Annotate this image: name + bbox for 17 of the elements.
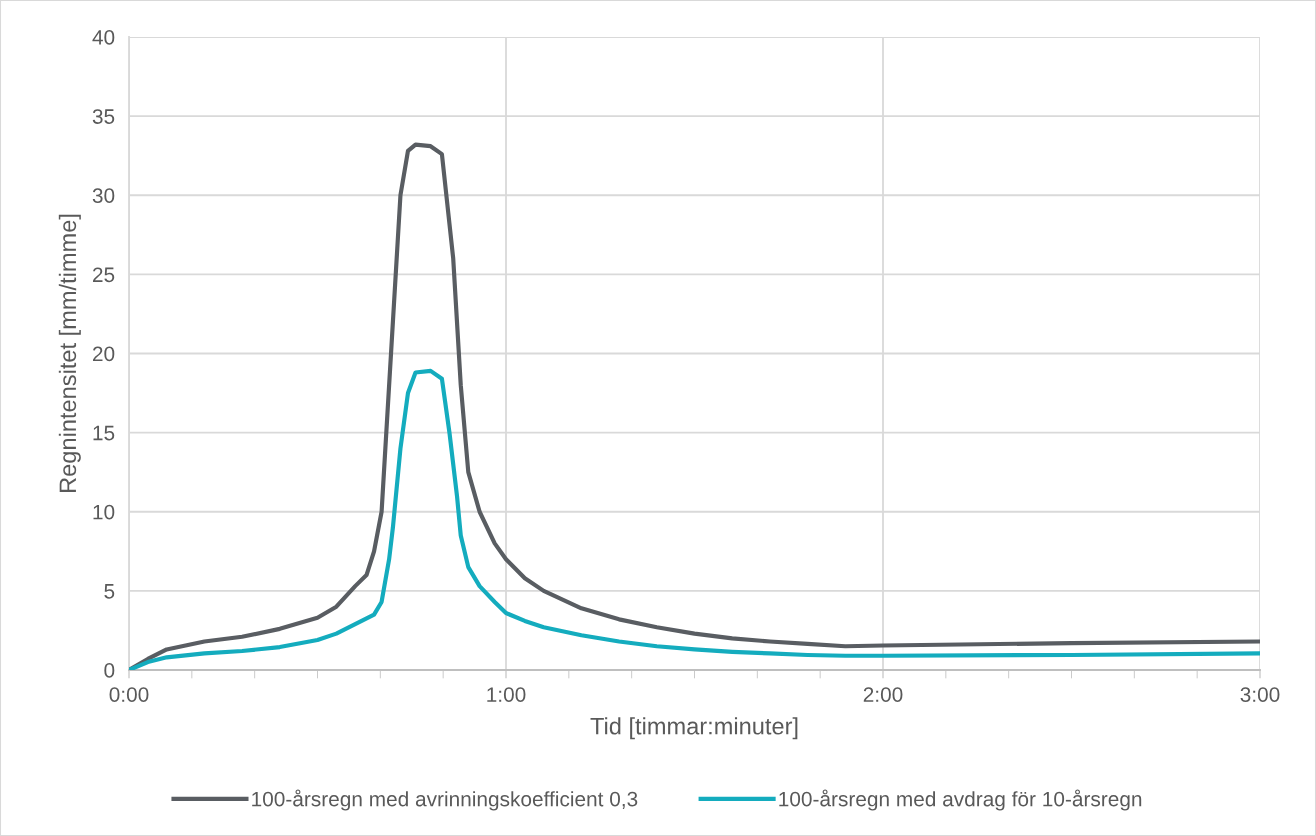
y-tick-label: 30 [92,188,115,203]
x-axis-title: Tid [timmar:minuter] [590,717,798,740]
y-tick-label: 5 [104,584,115,599]
x-tick-label: 0:00 [109,687,149,702]
y-axis-title: Regnintensitet [mm/timme] [58,214,81,492]
y-tick-label: 35 [92,109,115,124]
x-tick-label: 2:00 [863,687,903,702]
x-tick-label: 1:00 [487,687,526,702]
y-tick-label: 15 [93,425,115,441]
legend-label: 100-årsregn med avrinningskoefficient 0,3 [252,789,638,811]
x-tick-label: 3:00 [1240,687,1280,702]
legend-label: 100-årsregn med avdrag för 10-årsregn [779,789,1142,811]
y-tick-label: 40 [92,30,115,45]
y-tick-label: 10 [93,504,115,520]
y-tick-label: 25 [92,267,115,283]
y-tick-label: 0 [104,663,115,678]
y-tick-label: 20 [92,346,115,362]
